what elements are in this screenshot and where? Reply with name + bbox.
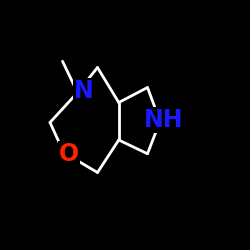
Text: N: N	[74, 79, 94, 103]
Text: O: O	[59, 142, 79, 166]
Text: NH: NH	[144, 108, 184, 132]
